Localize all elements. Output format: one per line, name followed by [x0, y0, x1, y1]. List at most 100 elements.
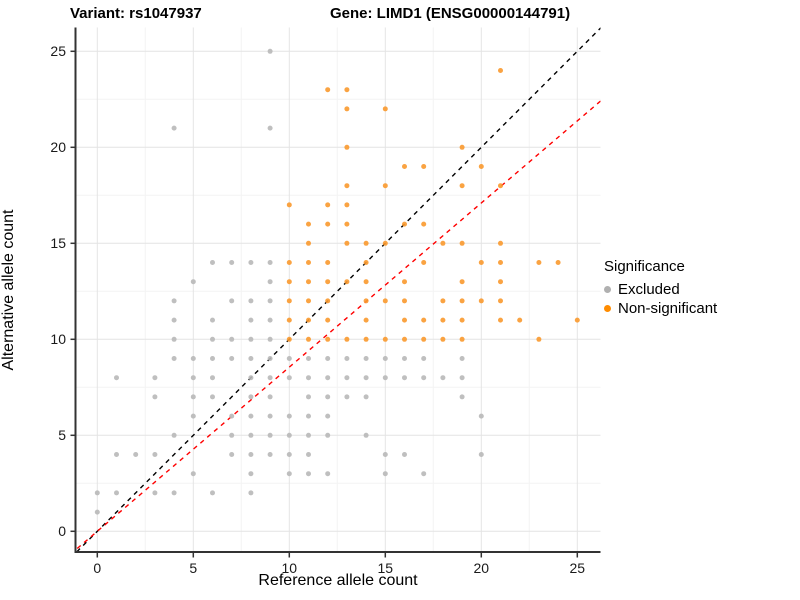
data-point-excluded	[363, 394, 369, 400]
data-point-excluded	[171, 317, 177, 323]
data-point-excluded	[267, 375, 273, 381]
data-point-non-significant	[306, 240, 311, 246]
data-point-excluded	[402, 452, 407, 457]
data-point-excluded	[306, 394, 311, 400]
data-point-excluded	[421, 471, 427, 477]
data-point-excluded	[382, 356, 388, 361]
data-point-non-significant	[440, 336, 446, 342]
data-point-non-significant	[286, 279, 292, 285]
data-point-excluded	[267, 336, 273, 342]
data-point-excluded	[306, 356, 311, 361]
data-point-non-significant	[498, 260, 503, 265]
data-point-non-significant	[363, 240, 369, 246]
data-point-excluded	[210, 490, 215, 496]
x-tick-label: 0	[93, 559, 102, 576]
data-point-excluded	[363, 375, 369, 381]
identity-line	[76, 27, 601, 552]
data-point-excluded	[344, 375, 350, 381]
data-point-non-significant	[325, 317, 331, 323]
x-tick-label: 5	[189, 559, 198, 576]
data-point-excluded	[133, 452, 139, 457]
data-point-non-significant	[344, 240, 350, 246]
data-point-excluded	[248, 260, 254, 265]
data-point-non-significant	[517, 317, 523, 323]
x-tick-label: 10	[281, 559, 298, 576]
data-point-excluded	[171, 298, 177, 304]
legend-item-nonsignificant: Non-significant	[604, 300, 717, 317]
data-point-excluded	[382, 471, 388, 477]
data-point-non-significant	[402, 336, 407, 342]
data-point-excluded	[325, 413, 331, 419]
data-point-excluded	[229, 260, 235, 265]
data-point-non-significant	[498, 68, 503, 73]
data-point-excluded	[459, 375, 465, 381]
data-point-excluded	[248, 413, 254, 419]
data-point-non-significant	[459, 183, 465, 189]
data-point-excluded	[459, 356, 465, 361]
data-point-excluded	[114, 375, 119, 381]
data-point-non-significant	[344, 279, 350, 285]
data-point-non-significant	[382, 336, 388, 342]
data-point-excluded	[152, 394, 158, 400]
data-point-non-significant	[498, 298, 503, 304]
data-point-non-significant	[344, 336, 350, 342]
data-point-excluded	[459, 394, 465, 400]
data-point-excluded	[248, 452, 254, 457]
data-point-excluded	[306, 432, 311, 438]
data-point-excluded	[114, 452, 119, 457]
data-point-excluded	[267, 260, 273, 265]
y-tick-label: 15	[50, 235, 66, 252]
data-point-excluded	[248, 336, 254, 342]
data-point-excluded	[363, 432, 369, 438]
data-point-non-significant	[344, 87, 350, 93]
data-point-non-significant	[498, 317, 503, 323]
data-point-non-significant	[574, 317, 580, 323]
non-significant-key-icon	[604, 305, 611, 312]
data-point-excluded	[248, 317, 254, 323]
data-point-excluded	[267, 452, 273, 457]
data-point-non-significant	[325, 336, 331, 342]
data-point-excluded	[248, 394, 254, 400]
legend-item-label: Non-significant	[618, 300, 718, 317]
data-point-non-significant	[555, 260, 561, 265]
excluded-key-icon	[604, 286, 611, 293]
y-tick-label: 5	[58, 427, 66, 444]
data-point-excluded	[478, 413, 484, 419]
data-point-non-significant	[363, 336, 369, 342]
x-tick-label: 15	[377, 559, 394, 576]
data-point-excluded	[248, 356, 254, 361]
data-point-excluded	[325, 394, 331, 400]
legend: Significance Excluded Non-significant	[604, 258, 717, 319]
data-point-excluded	[210, 394, 215, 400]
data-point-excluded	[286, 413, 292, 419]
data-point-excluded	[267, 298, 273, 304]
data-point-non-significant	[344, 183, 350, 189]
data-point-non-significant	[325, 87, 331, 93]
data-point-excluded	[286, 356, 292, 361]
data-point-non-significant	[363, 317, 369, 323]
data-point-excluded	[363, 356, 369, 361]
data-point-non-significant	[421, 317, 427, 323]
data-point-excluded	[229, 356, 235, 361]
data-point-excluded	[267, 317, 273, 323]
data-point-non-significant	[325, 260, 331, 265]
data-point-non-significant	[402, 298, 407, 304]
data-point-non-significant	[440, 317, 446, 323]
data-point-non-significant	[421, 221, 427, 227]
legend-item-label: Excluded	[618, 281, 680, 298]
data-point-non-significant	[440, 240, 446, 246]
data-point-excluded	[267, 279, 273, 285]
y-tick-label: 25	[50, 43, 66, 60]
data-point-non-significant	[478, 260, 484, 265]
data-point-non-significant	[498, 183, 503, 189]
legend-title: Significance	[604, 258, 685, 275]
data-point-excluded	[94, 509, 100, 515]
data-point-excluded	[190, 279, 196, 285]
data-point-excluded	[229, 336, 235, 342]
data-point-excluded	[286, 432, 292, 438]
data-point-non-significant	[344, 221, 350, 227]
data-point-non-significant	[421, 336, 427, 342]
data-point-non-significant	[536, 336, 542, 342]
data-point-excluded	[306, 452, 311, 457]
